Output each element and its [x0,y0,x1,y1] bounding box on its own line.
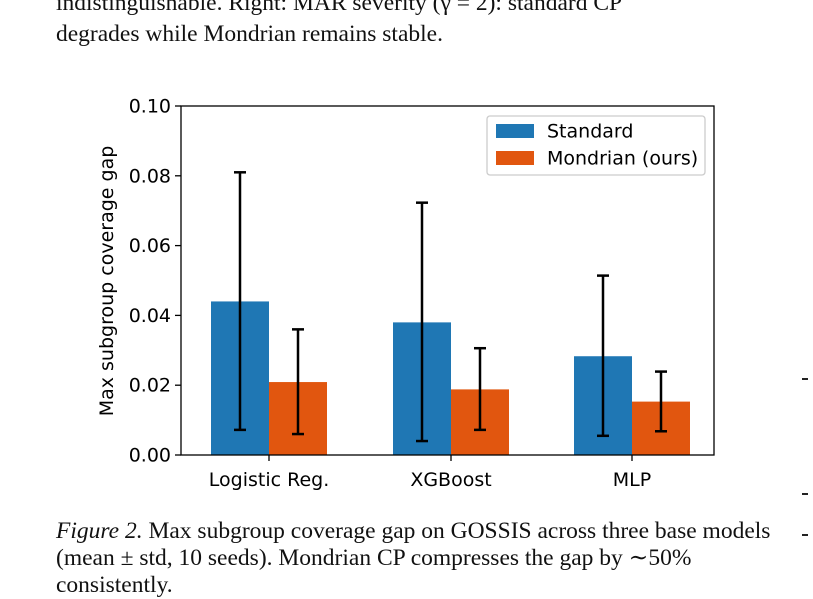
x-tick-label: MLP [613,469,651,491]
legend-label: Mondrian (ours) [547,148,698,170]
y-tick-label: 0.06 [129,235,171,257]
body-text-above: indistinguishable. Right: MAR severity (… [56,0,776,50]
x-tick-label: XGBoost [410,469,491,491]
figure-caption-text: Max subgroup coverage gap on GOSSIS acro… [56,518,771,598]
legend-label: Standard [547,121,633,143]
figure-caption-label: Figure 2. [56,518,143,544]
y-tick-label: 0.02 [129,375,171,397]
y-tick-label: 0.08 [129,165,171,187]
plot-frame [180,105,715,456]
y-tick-label: 0.00 [129,445,171,467]
figure-caption: Figure 2. Max subgroup coverage gap on G… [56,518,776,599]
x-tick-label: Logistic Reg. [209,469,329,491]
margin-mark [802,534,808,536]
y-tick-label: 0.10 [129,96,171,118]
margin-mark [802,493,808,495]
margin-mark [802,378,808,380]
legend-swatch [496,124,534,138]
bar-chart: 0.00 0.02 0.04 0.06 0.08 0.10 Logistic Reg. XGB… [96,96,715,491]
y-tick-label: 0.04 [129,305,171,327]
body-text-line-2: degrades while Mondrian remains stable. [56,21,443,47]
legend-box [486,115,706,176]
body-text-line-1: indistinguishable. Right: MAR severity (… [56,0,623,16]
legend-swatch [496,151,534,165]
y-axis-label: Max subgroup coverage gap [96,146,118,417]
